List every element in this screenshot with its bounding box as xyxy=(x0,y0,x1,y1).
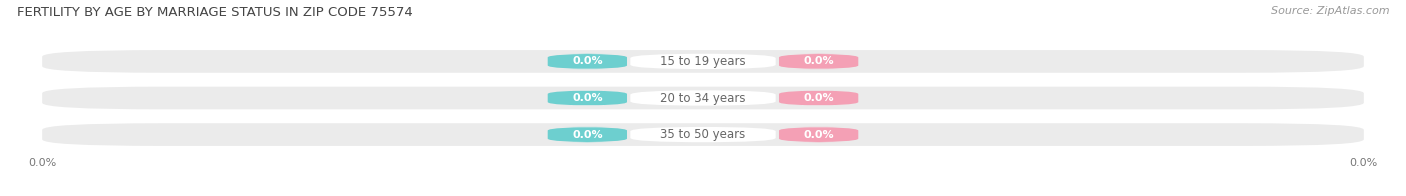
FancyBboxPatch shape xyxy=(779,127,858,142)
FancyBboxPatch shape xyxy=(548,127,627,142)
FancyBboxPatch shape xyxy=(779,90,858,106)
FancyBboxPatch shape xyxy=(42,87,1364,109)
Text: 0.0%: 0.0% xyxy=(572,93,603,103)
FancyBboxPatch shape xyxy=(779,54,858,69)
FancyBboxPatch shape xyxy=(548,54,627,69)
FancyBboxPatch shape xyxy=(630,127,776,142)
FancyBboxPatch shape xyxy=(42,50,1364,73)
FancyBboxPatch shape xyxy=(548,90,627,106)
FancyBboxPatch shape xyxy=(630,54,776,69)
Text: 35 to 50 years: 35 to 50 years xyxy=(661,128,745,141)
Text: 0.0%: 0.0% xyxy=(803,56,834,66)
FancyBboxPatch shape xyxy=(42,123,1364,146)
Text: Source: ZipAtlas.com: Source: ZipAtlas.com xyxy=(1271,6,1389,16)
Text: 0.0%: 0.0% xyxy=(572,130,603,140)
Text: 0.0%: 0.0% xyxy=(803,130,834,140)
Text: 0.0%: 0.0% xyxy=(803,93,834,103)
Text: 20 to 34 years: 20 to 34 years xyxy=(661,92,745,104)
Text: 0.0%: 0.0% xyxy=(572,56,603,66)
Text: 15 to 19 years: 15 to 19 years xyxy=(661,55,745,68)
FancyBboxPatch shape xyxy=(630,90,776,106)
Text: FERTILITY BY AGE BY MARRIAGE STATUS IN ZIP CODE 75574: FERTILITY BY AGE BY MARRIAGE STATUS IN Z… xyxy=(17,6,412,19)
